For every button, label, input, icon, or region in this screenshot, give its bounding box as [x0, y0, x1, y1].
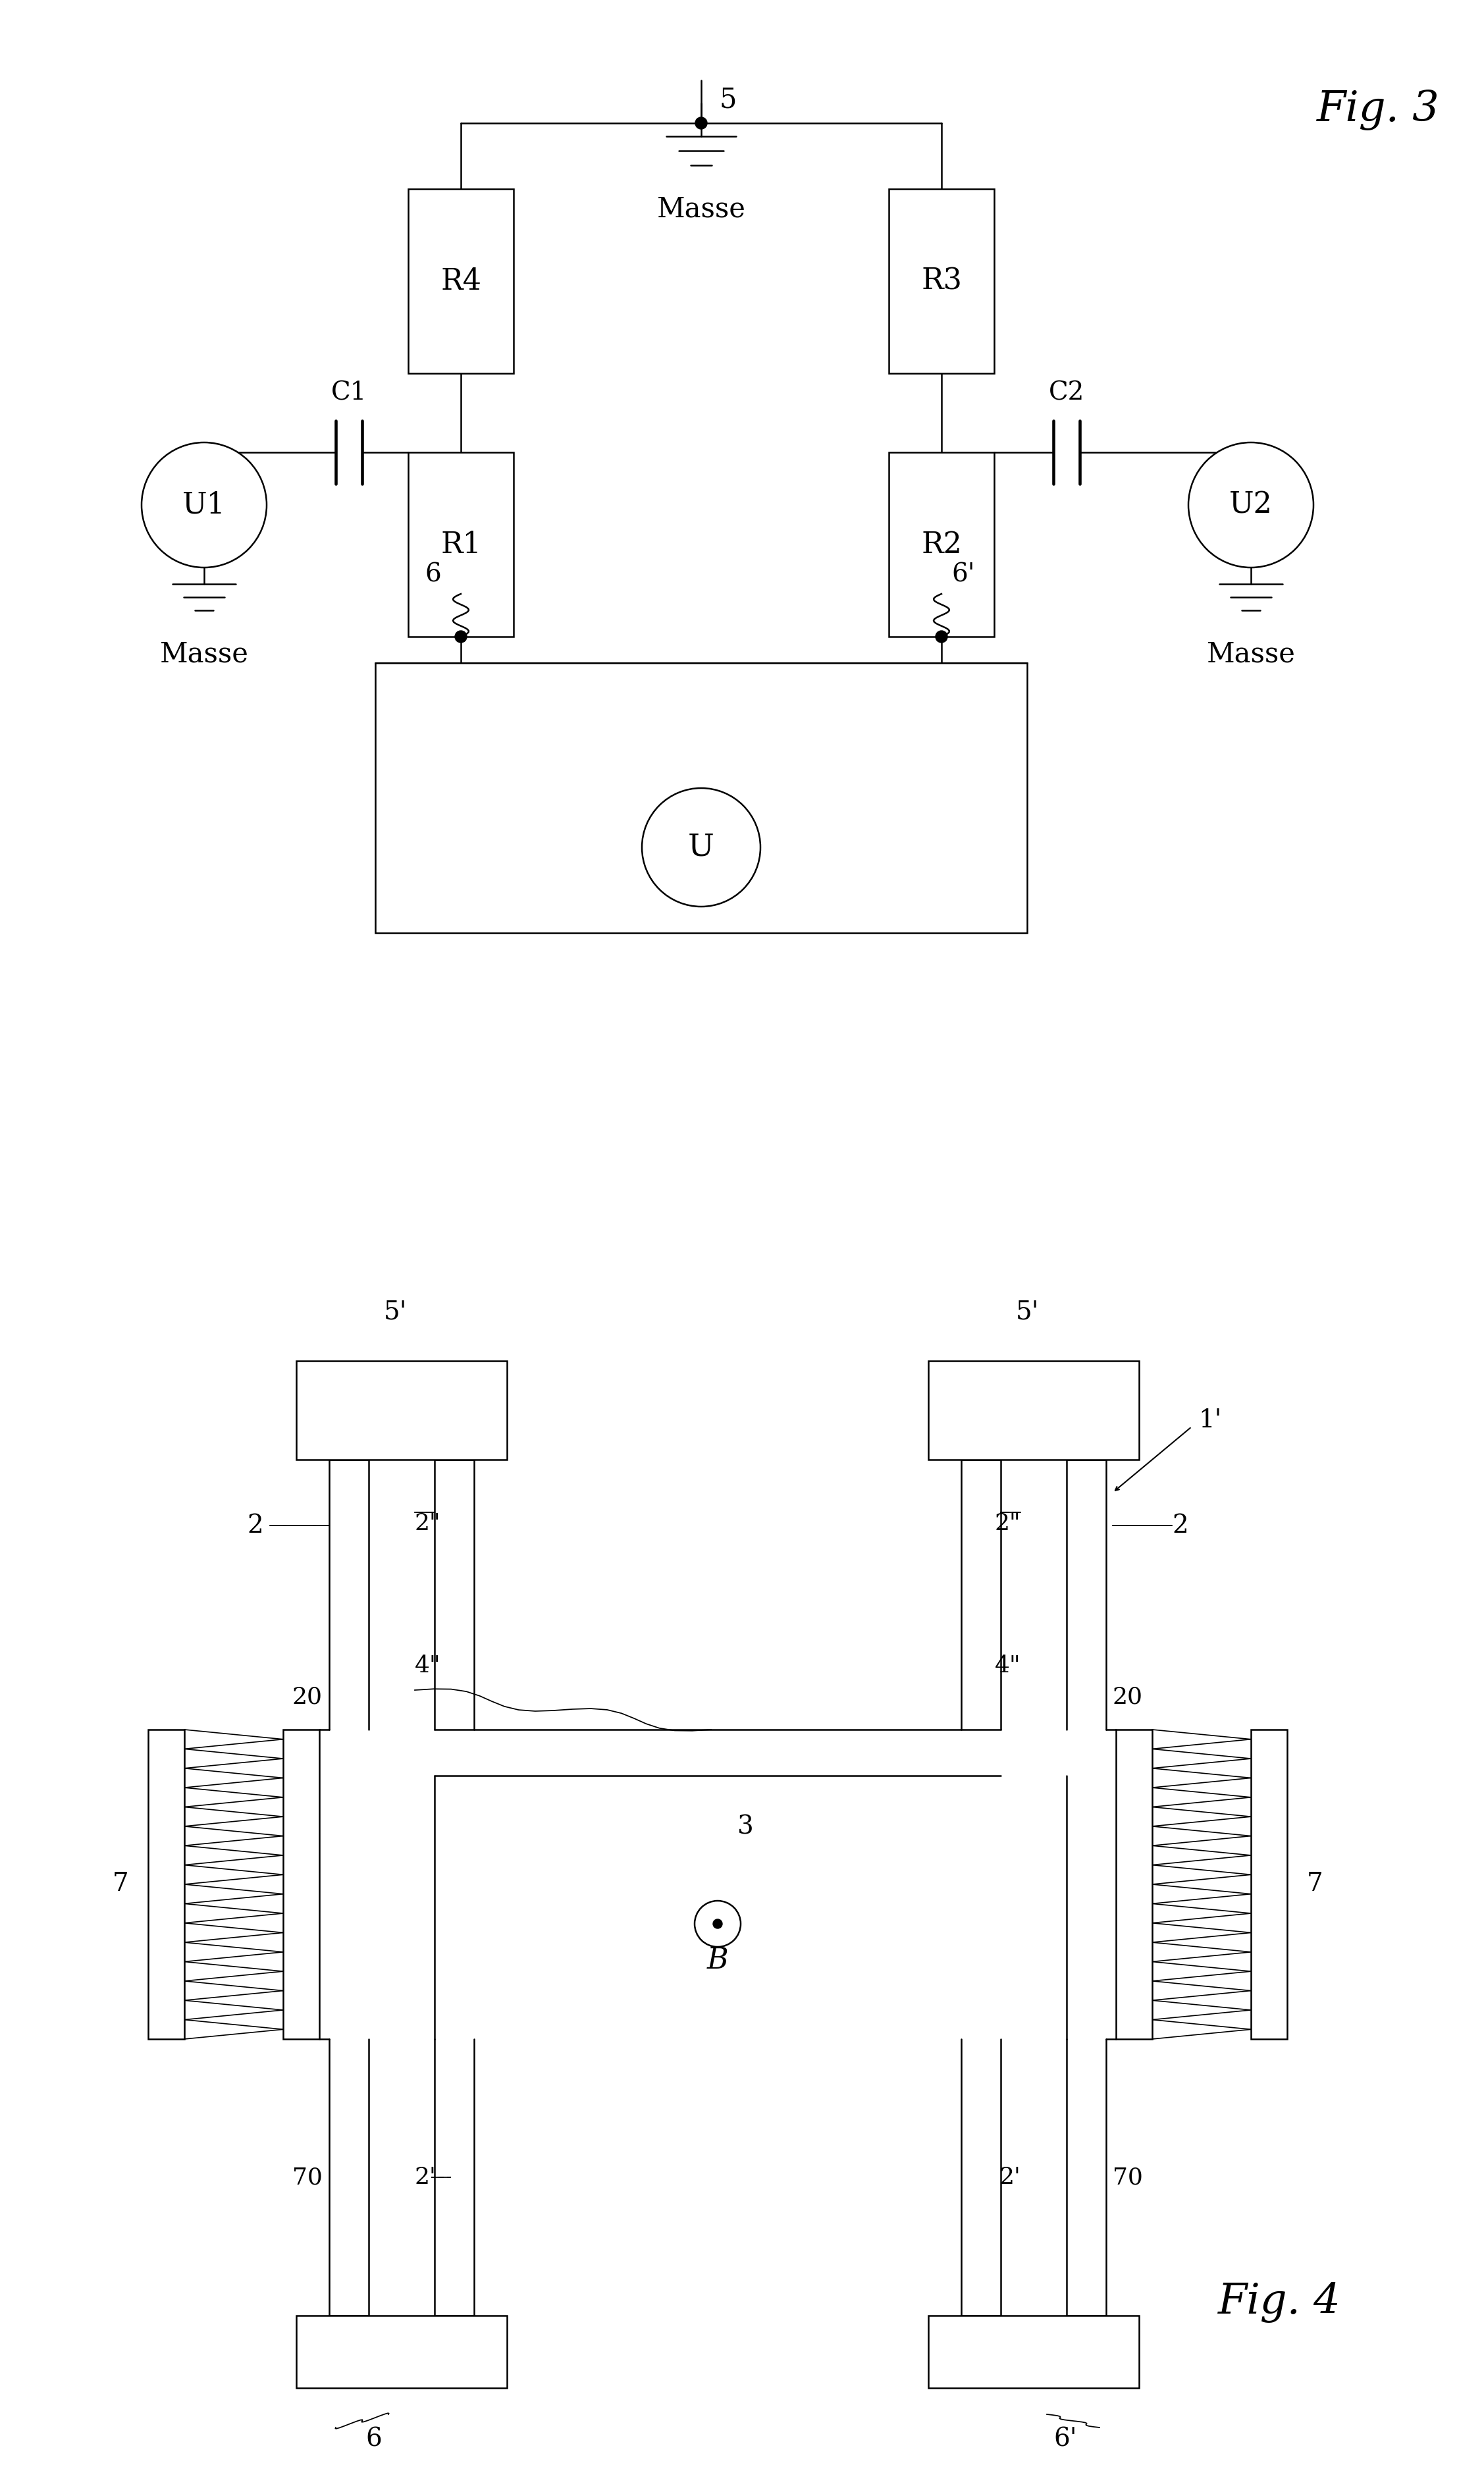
Text: 6: 6	[365, 2428, 381, 2452]
Text: Masse: Masse	[1206, 639, 1296, 669]
Text: 2': 2'	[999, 2166, 1021, 2188]
Text: 2": 2"	[416, 1512, 441, 1534]
Bar	[148, 1729, 184, 2040]
Text: R2: R2	[922, 530, 962, 558]
Text: C1: C1	[331, 380, 367, 405]
Text: 2: 2	[246, 1512, 263, 1537]
Bar	[889, 190, 994, 373]
Bar	[1251, 1729, 1287, 2040]
Text: U1: U1	[183, 491, 226, 518]
Text: 3: 3	[738, 1816, 754, 1840]
Bar	[297, 2317, 508, 2388]
Bar	[283, 1729, 319, 2040]
Text: 5': 5'	[1015, 1300, 1039, 1325]
Text: 5': 5'	[383, 1300, 407, 1325]
Bar	[929, 1362, 1140, 1460]
Text: 2: 2	[1172, 1512, 1189, 1537]
Text: 6': 6'	[1054, 2428, 1077, 2452]
Text: B: B	[706, 1946, 729, 1974]
Bar	[929, 2317, 1140, 2388]
Text: 4": 4"	[416, 1655, 441, 1678]
Bar	[1116, 1729, 1152, 2040]
Bar	[408, 451, 513, 636]
Bar	[375, 664, 1027, 933]
Bar	[297, 2317, 508, 2388]
Bar	[1251, 1729, 1287, 2040]
Circle shape	[1189, 442, 1313, 567]
Text: 5: 5	[720, 86, 738, 113]
Text: 7: 7	[1307, 1872, 1324, 1897]
Bar	[148, 1729, 184, 2040]
Bar	[929, 1362, 1140, 1460]
Text: 2": 2"	[994, 1512, 1021, 1534]
Text: 2': 2'	[416, 2166, 436, 2188]
Text: U2: U2	[1229, 491, 1273, 518]
Bar	[889, 451, 994, 636]
Bar	[1116, 1729, 1152, 2040]
Text: 6: 6	[424, 562, 441, 587]
Bar	[297, 1362, 508, 1460]
Circle shape	[935, 632, 947, 641]
Text: R3: R3	[922, 266, 962, 296]
Bar	[297, 1362, 508, 1460]
Circle shape	[643, 787, 760, 905]
Text: C2: C2	[1049, 380, 1085, 405]
Text: R4: R4	[441, 266, 481, 296]
Circle shape	[695, 1900, 741, 1946]
Text: 4": 4"	[994, 1655, 1021, 1678]
Text: 7: 7	[113, 1872, 129, 1897]
Text: 20: 20	[292, 1685, 322, 1707]
Text: 6': 6'	[951, 562, 975, 587]
Text: 70: 70	[1113, 2166, 1143, 2188]
Text: Fig. 4: Fig. 4	[1218, 2282, 1342, 2324]
Circle shape	[712, 1919, 723, 1929]
Bar	[283, 1729, 319, 2040]
Circle shape	[141, 442, 267, 567]
Text: 1': 1'	[1198, 1409, 1221, 1433]
Text: Masse: Masse	[160, 639, 248, 669]
Text: U: U	[689, 831, 714, 863]
Bar	[408, 190, 513, 373]
Bar	[929, 2317, 1140, 2388]
Circle shape	[696, 118, 706, 128]
Circle shape	[456, 632, 467, 641]
Text: 70: 70	[292, 2166, 322, 2188]
Text: Masse: Masse	[657, 195, 745, 222]
Text: 20: 20	[1113, 1685, 1143, 1707]
Text: R1: R1	[441, 530, 481, 558]
Text: Fig. 3: Fig. 3	[1316, 89, 1439, 131]
